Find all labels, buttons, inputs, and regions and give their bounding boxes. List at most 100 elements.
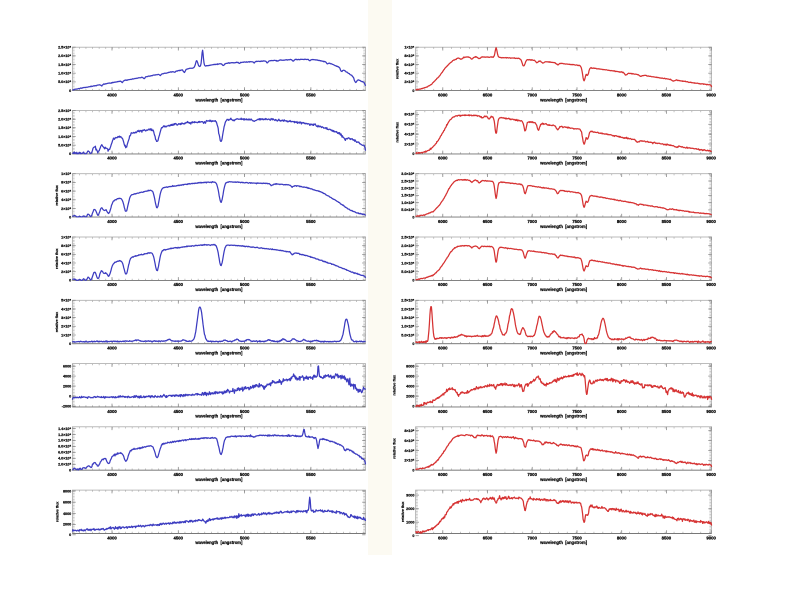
svg-text:5500: 5500 bbox=[306, 282, 316, 287]
svg-text:4000: 4000 bbox=[107, 472, 117, 477]
svg-text:0: 0 bbox=[69, 342, 71, 346]
svg-text:7000: 7000 bbox=[527, 535, 537, 540]
svg-text:1.0×10⁶: 1.0×10⁶ bbox=[401, 201, 414, 205]
svg-text:5000: 5000 bbox=[240, 472, 250, 477]
svg-text:0: 0 bbox=[412, 89, 414, 93]
svg-text:8000: 8000 bbox=[617, 472, 627, 477]
svg-text:2×10⁶: 2×10⁶ bbox=[61, 325, 71, 329]
svg-text:8000: 8000 bbox=[63, 489, 71, 493]
svg-text:7500: 7500 bbox=[572, 92, 582, 97]
svg-text:wavelength [angstrom]: wavelength [angstrom] bbox=[539, 540, 588, 545]
svg-text:5500: 5500 bbox=[306, 346, 316, 351]
svg-text:7000: 7000 bbox=[527, 156, 537, 161]
svg-text:relative flux: relative flux bbox=[396, 121, 400, 142]
svg-text:4000: 4000 bbox=[406, 384, 414, 388]
svg-text:7500: 7500 bbox=[572, 219, 582, 224]
svg-text:5500: 5500 bbox=[306, 472, 316, 477]
svg-text:relative flux: relative flux bbox=[56, 501, 60, 522]
svg-text:wavelength [angstrom]: wavelength [angstrom] bbox=[194, 350, 243, 355]
svg-text:wavelength [angstrom]: wavelength [angstrom] bbox=[194, 414, 243, 419]
svg-text:6500: 6500 bbox=[483, 92, 493, 97]
svg-text:5000: 5000 bbox=[240, 409, 250, 414]
svg-text:5.0×10⁵: 5.0×10⁵ bbox=[58, 80, 71, 84]
svg-text:1.0×10⁶: 1.0×10⁶ bbox=[58, 135, 71, 139]
svg-text:5000: 5000 bbox=[240, 156, 250, 161]
svg-text:wavelength [angstrom]: wavelength [angstrom] bbox=[194, 161, 243, 166]
svg-text:5.0×10⁵: 5.0×10⁵ bbox=[401, 208, 414, 212]
svg-text:2.0×10⁶: 2.0×10⁶ bbox=[58, 118, 71, 122]
svg-text:1.2×10⁶: 1.2×10⁶ bbox=[58, 433, 71, 437]
svg-text:relative flux: relative flux bbox=[55, 248, 59, 269]
svg-text:4×10⁵: 4×10⁵ bbox=[404, 449, 414, 453]
svg-text:8×10⁵: 8×10⁵ bbox=[404, 54, 414, 58]
svg-text:5000: 5000 bbox=[240, 282, 250, 287]
svg-text:6500: 6500 bbox=[483, 346, 493, 351]
svg-text:4500: 4500 bbox=[174, 346, 184, 351]
svg-text:5500: 5500 bbox=[306, 92, 316, 97]
svg-text:2.0×10⁶: 2.0×10⁶ bbox=[58, 54, 71, 58]
svg-text:2.5×10⁶: 2.5×10⁶ bbox=[58, 109, 71, 113]
svg-text:2×10⁵: 2×10⁵ bbox=[404, 459, 414, 463]
svg-text:6000: 6000 bbox=[438, 472, 448, 477]
svg-text:6.0×10⁵: 6.0×10⁵ bbox=[58, 451, 71, 455]
svg-text:8000: 8000 bbox=[617, 92, 627, 97]
svg-text:1.5×10⁶: 1.5×10⁶ bbox=[401, 194, 414, 198]
svg-text:6500: 6500 bbox=[483, 535, 493, 540]
svg-text:6500: 6500 bbox=[483, 409, 493, 414]
svg-text:1.5×10⁶: 1.5×10⁶ bbox=[401, 316, 414, 320]
svg-text:5500: 5500 bbox=[306, 409, 316, 414]
svg-text:0: 0 bbox=[412, 534, 414, 538]
svg-text:1.0×10⁶: 1.0×10⁶ bbox=[58, 72, 71, 76]
svg-text:5.0×10⁵: 5.0×10⁵ bbox=[58, 144, 71, 148]
svg-text:wavelength [angstrom]: wavelength [angstrom] bbox=[194, 477, 243, 482]
svg-text:4500: 4500 bbox=[174, 409, 184, 414]
svg-text:9000: 9000 bbox=[706, 219, 716, 224]
svg-text:6000: 6000 bbox=[438, 409, 448, 414]
svg-text:7000: 7000 bbox=[527, 219, 537, 224]
svg-text:8×10⁵: 8×10⁵ bbox=[404, 429, 414, 433]
svg-text:3.0×10⁶: 3.0×10⁶ bbox=[401, 172, 414, 176]
svg-text:4000: 4000 bbox=[63, 374, 71, 378]
svg-text:8×10⁵: 8×10⁵ bbox=[61, 181, 71, 185]
svg-text:2.5×10⁶: 2.5×10⁶ bbox=[401, 179, 414, 183]
svg-text:2×10⁵: 2×10⁵ bbox=[404, 142, 414, 146]
svg-text:0: 0 bbox=[69, 152, 71, 156]
svg-text:7500: 7500 bbox=[572, 535, 582, 540]
svg-text:2000: 2000 bbox=[406, 394, 414, 398]
svg-text:5.0×10⁵: 5.0×10⁵ bbox=[401, 333, 414, 337]
svg-text:2.5×10⁶: 2.5×10⁶ bbox=[401, 299, 414, 303]
svg-text:2000: 2000 bbox=[406, 507, 414, 511]
svg-text:6000: 6000 bbox=[438, 92, 448, 97]
svg-text:wavelength [angstrom]: wavelength [angstrom] bbox=[539, 224, 588, 229]
svg-text:9000: 9000 bbox=[706, 535, 716, 540]
svg-text:9000: 9000 bbox=[706, 92, 716, 97]
svg-text:wavelength [angstrom]: wavelength [angstrom] bbox=[194, 224, 243, 229]
svg-text:7500: 7500 bbox=[572, 409, 582, 414]
svg-text:4000: 4000 bbox=[63, 512, 71, 516]
svg-text:6000: 6000 bbox=[63, 501, 71, 505]
svg-text:1.4×10⁶: 1.4×10⁶ bbox=[58, 427, 71, 431]
svg-text:6500: 6500 bbox=[483, 472, 493, 477]
svg-text:1000: 1000 bbox=[406, 521, 414, 525]
svg-text:0: 0 bbox=[69, 215, 71, 219]
svg-text:4×10⁵: 4×10⁵ bbox=[404, 132, 414, 136]
svg-text:relative flux: relative flux bbox=[393, 374, 397, 395]
svg-text:1.5×10⁶: 1.5×10⁶ bbox=[58, 126, 71, 130]
svg-text:8500: 8500 bbox=[662, 92, 672, 97]
svg-text:6000: 6000 bbox=[438, 282, 448, 287]
svg-text:8000: 8000 bbox=[617, 156, 627, 161]
svg-text:8500: 8500 bbox=[662, 409, 672, 414]
svg-text:1.0×10⁶: 1.0×10⁶ bbox=[58, 439, 71, 443]
svg-text:5000: 5000 bbox=[240, 219, 250, 224]
svg-text:8500: 8500 bbox=[662, 219, 672, 224]
svg-text:8500: 8500 bbox=[662, 282, 672, 287]
svg-text:7000: 7000 bbox=[527, 346, 537, 351]
svg-text:8000: 8000 bbox=[406, 365, 414, 369]
svg-text:0: 0 bbox=[412, 152, 414, 156]
svg-text:-2000: -2000 bbox=[62, 404, 71, 408]
svg-text:6500: 6500 bbox=[483, 282, 493, 287]
svg-text:5500: 5500 bbox=[306, 156, 316, 161]
svg-text:0: 0 bbox=[412, 279, 414, 283]
svg-text:6000: 6000 bbox=[438, 156, 448, 161]
svg-text:4000: 4000 bbox=[107, 219, 117, 224]
